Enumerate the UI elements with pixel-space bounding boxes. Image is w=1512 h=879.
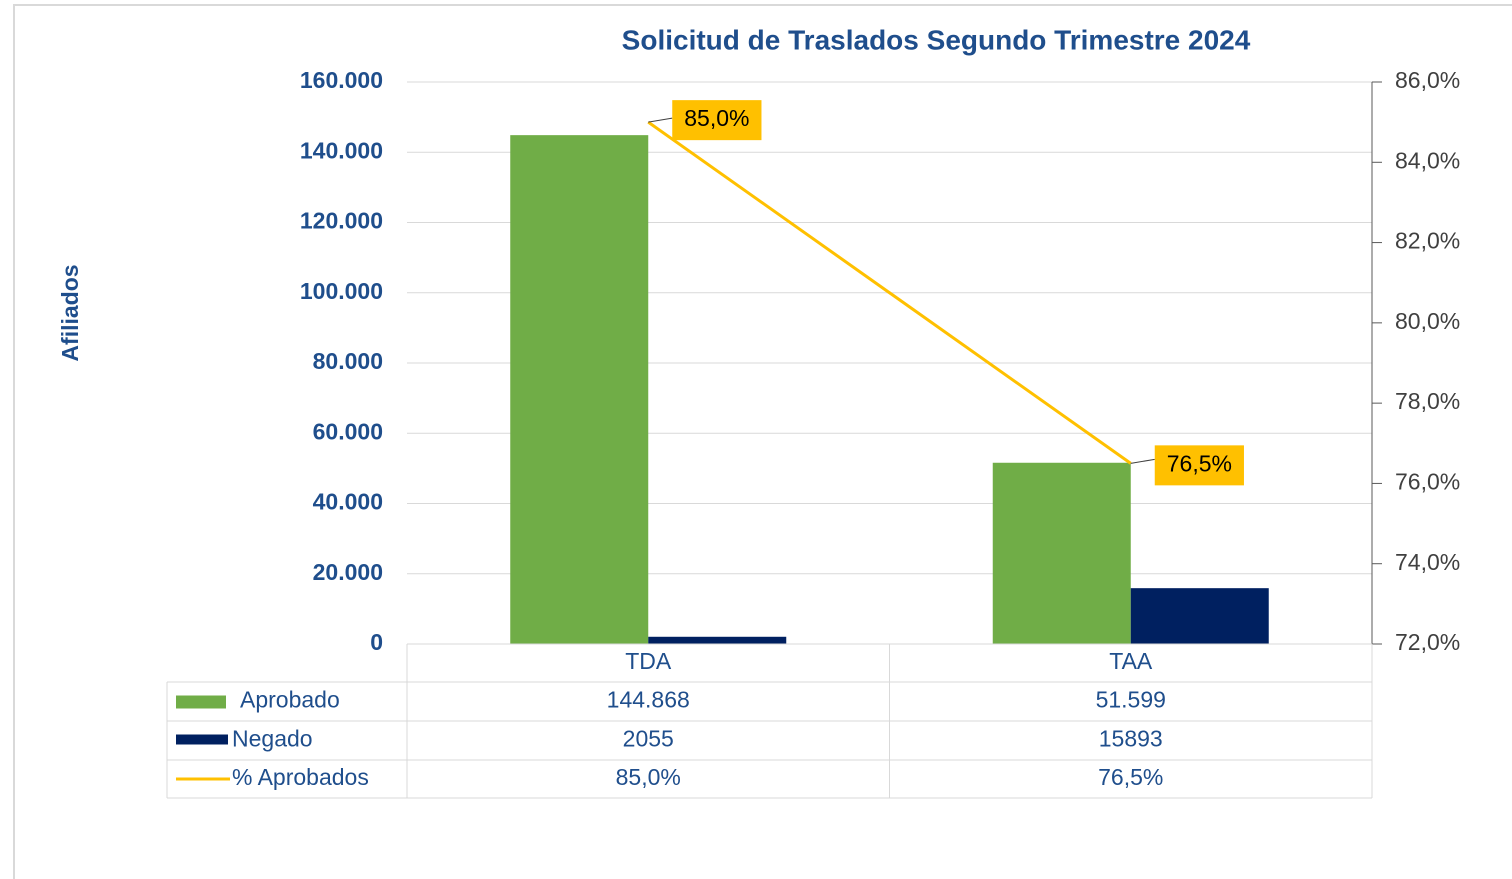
table-cell: 15893 [1099,726,1163,752]
y2-tick-label: 80,0% [1395,308,1460,334]
bar [1130,588,1269,644]
line [647,120,1132,465]
y-tick-label: 0 [370,629,383,655]
x-tick-label: TDA [625,648,672,674]
y-tick-label: 40.000 [313,489,383,515]
y-axis-label: Afiliados [57,264,83,361]
y2-tick-label: 76,0% [1395,469,1460,495]
data-label-box [672,100,762,141]
data-label: 76,5% [1167,450,1232,476]
table-cell: 76,5% [1098,764,1163,790]
bar [648,636,787,644]
y2-tick-label: 74,0% [1395,549,1460,575]
bar [992,462,1131,644]
y-tick-label: 60.000 [313,418,383,444]
legend-key [176,734,228,745]
y2-tick-label: 84,0% [1395,147,1460,173]
label-leader [1130,458,1155,464]
y-tick-label: 120.000 [300,208,383,234]
table-cell: 144.868 [607,687,690,713]
data-label: 85,0% [684,105,749,131]
y2-tick-label: 72,0% [1395,629,1460,655]
chart-border [13,4,1512,879]
y2-tick-label: 78,0% [1395,388,1460,414]
y-tick-label: 160.000 [300,67,383,93]
y-tick-label: 80.000 [313,348,383,374]
table-cell: 51.599 [1096,687,1166,713]
legend-label: Negado [232,726,313,752]
y-tick-label: 100.000 [300,278,383,304]
y-tick-label: 20.000 [313,559,383,585]
y-tick-label: 140.000 [300,137,383,163]
legend-label: % Aprobados [232,764,369,790]
chart-title: Solicitud de Traslados Segundo Trimestre… [622,24,1251,55]
label-leader [648,117,673,123]
y2-tick-label: 82,0% [1395,228,1460,254]
legend-key [176,695,226,709]
table-cell: 2055 [623,726,674,752]
legend-label: Aprobado [240,687,340,713]
y2-tick-label: 86,0% [1395,67,1460,93]
bar [510,135,649,644]
x-tick-label: TAA [1109,648,1153,674]
data-label-box [1154,445,1244,486]
table-cell: 85,0% [616,764,681,790]
